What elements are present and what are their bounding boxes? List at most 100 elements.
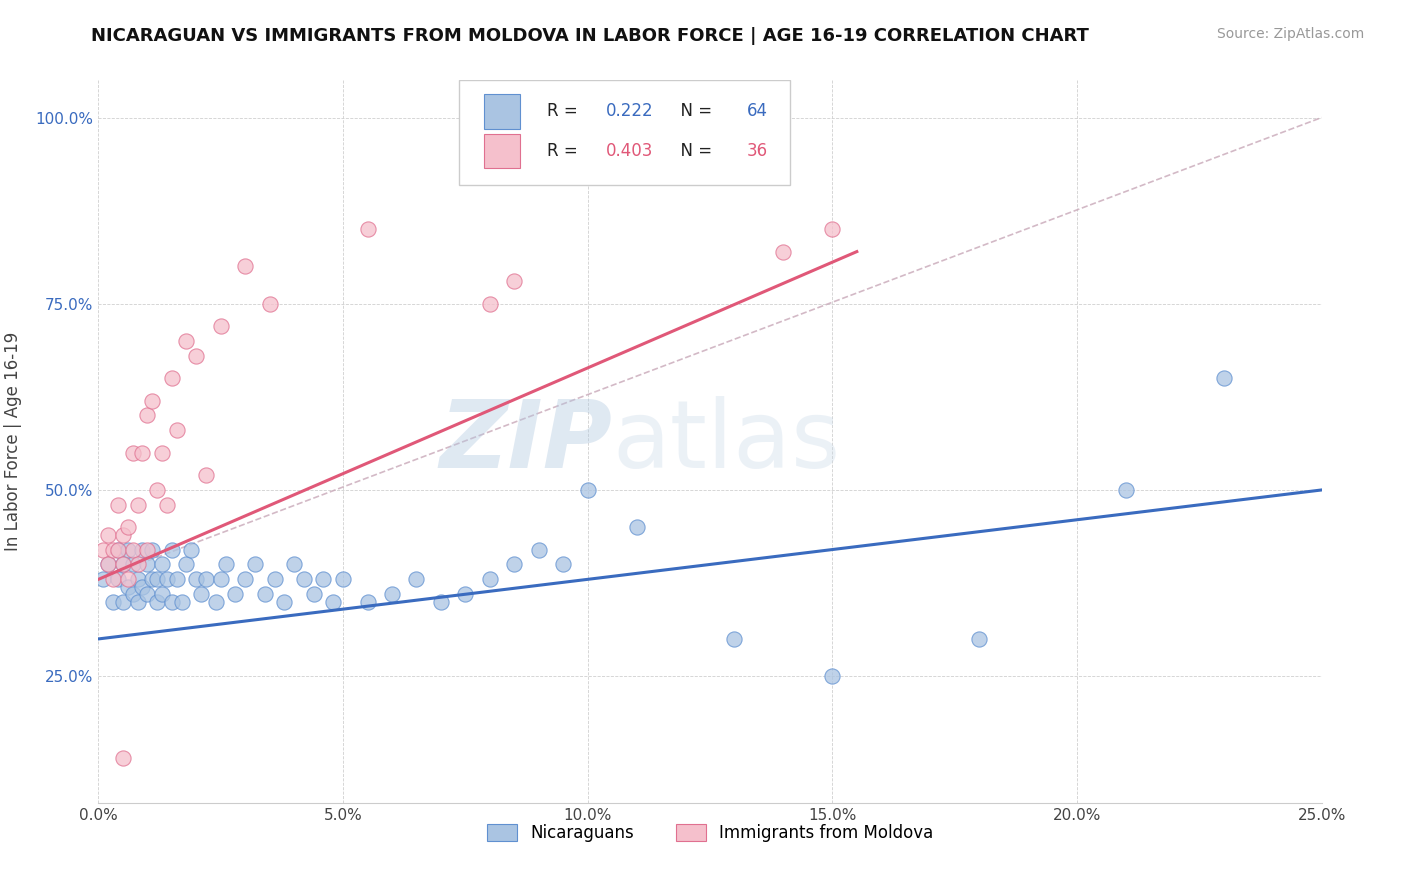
Point bbox=[150, 446, 173, 460]
Legend: Nicaraguans, Immigrants from Moldova: Nicaraguans, Immigrants from Moldova bbox=[481, 817, 939, 848]
Point bbox=[141, 542, 163, 557]
Point bbox=[160, 542, 183, 557]
Point bbox=[478, 572, 501, 586]
Point bbox=[136, 558, 159, 572]
Point bbox=[273, 595, 295, 609]
Text: N =: N = bbox=[669, 142, 717, 160]
Point bbox=[127, 595, 149, 609]
Point bbox=[186, 349, 208, 363]
Text: 64: 64 bbox=[747, 103, 768, 120]
Point bbox=[117, 542, 139, 557]
Point bbox=[91, 572, 114, 586]
Text: ZIP: ZIP bbox=[439, 395, 612, 488]
Point bbox=[127, 498, 149, 512]
Point bbox=[1212, 371, 1234, 385]
Point bbox=[243, 558, 266, 572]
Point bbox=[111, 751, 134, 765]
Text: R =: R = bbox=[547, 103, 583, 120]
Point bbox=[117, 520, 139, 534]
Point bbox=[150, 558, 173, 572]
Point bbox=[454, 587, 477, 601]
Point bbox=[97, 558, 120, 572]
Point bbox=[553, 558, 575, 572]
Point bbox=[527, 542, 550, 557]
Point bbox=[146, 595, 169, 609]
Point bbox=[381, 587, 404, 601]
Point bbox=[97, 527, 120, 541]
FancyBboxPatch shape bbox=[484, 94, 520, 128]
Point bbox=[405, 572, 427, 586]
Point bbox=[233, 572, 256, 586]
Point bbox=[121, 542, 143, 557]
Point bbox=[302, 587, 325, 601]
Point bbox=[150, 587, 173, 601]
Point bbox=[107, 542, 129, 557]
Point bbox=[224, 587, 246, 601]
Point bbox=[136, 542, 159, 557]
Point bbox=[967, 632, 990, 646]
Text: atlas: atlas bbox=[612, 395, 841, 488]
Point bbox=[209, 319, 232, 334]
Point bbox=[190, 587, 212, 601]
Point bbox=[503, 558, 526, 572]
Point bbox=[259, 297, 281, 311]
Point bbox=[356, 222, 378, 236]
Text: NICARAGUAN VS IMMIGRANTS FROM MOLDOVA IN LABOR FORCE | AGE 16-19 CORRELATION CHA: NICARAGUAN VS IMMIGRANTS FROM MOLDOVA IN… bbox=[91, 27, 1090, 45]
Point bbox=[127, 572, 149, 586]
Point bbox=[111, 527, 134, 541]
Point bbox=[146, 572, 169, 586]
Point bbox=[136, 587, 159, 601]
Text: R =: R = bbox=[547, 142, 583, 160]
Point bbox=[356, 595, 378, 609]
Point bbox=[576, 483, 599, 497]
Point bbox=[136, 409, 159, 423]
Point bbox=[97, 558, 120, 572]
Point bbox=[121, 587, 143, 601]
Point bbox=[195, 468, 218, 483]
Point bbox=[430, 595, 453, 609]
Point bbox=[166, 423, 188, 437]
Point bbox=[107, 572, 129, 586]
Point bbox=[209, 572, 232, 586]
Point bbox=[91, 542, 114, 557]
Text: N =: N = bbox=[669, 103, 717, 120]
Point bbox=[233, 260, 256, 274]
Point bbox=[214, 558, 236, 572]
Point bbox=[312, 572, 335, 586]
Point bbox=[626, 520, 648, 534]
Point bbox=[107, 542, 129, 557]
Point bbox=[107, 498, 129, 512]
Point bbox=[821, 669, 844, 683]
Point bbox=[101, 542, 124, 557]
Point bbox=[821, 222, 844, 236]
Point bbox=[176, 558, 198, 572]
Point bbox=[180, 542, 202, 557]
Point bbox=[166, 572, 188, 586]
Point bbox=[127, 558, 149, 572]
Point bbox=[723, 632, 745, 646]
Point bbox=[141, 393, 163, 408]
Point bbox=[111, 595, 134, 609]
Text: Source: ZipAtlas.com: Source: ZipAtlas.com bbox=[1216, 27, 1364, 41]
Point bbox=[121, 446, 143, 460]
Point bbox=[111, 558, 134, 572]
Point bbox=[195, 572, 218, 586]
Point bbox=[186, 572, 208, 586]
Point bbox=[160, 371, 183, 385]
Point bbox=[253, 587, 276, 601]
Point bbox=[503, 274, 526, 288]
Text: 36: 36 bbox=[747, 142, 768, 160]
Point bbox=[160, 595, 183, 609]
Point bbox=[170, 595, 193, 609]
Point bbox=[176, 334, 198, 348]
Point bbox=[146, 483, 169, 497]
FancyBboxPatch shape bbox=[484, 134, 520, 169]
Point bbox=[131, 580, 153, 594]
Point bbox=[263, 572, 285, 586]
Point bbox=[1115, 483, 1137, 497]
Point bbox=[111, 558, 134, 572]
Point bbox=[131, 446, 153, 460]
Point bbox=[117, 580, 139, 594]
Text: 0.222: 0.222 bbox=[606, 103, 654, 120]
Point bbox=[322, 595, 344, 609]
